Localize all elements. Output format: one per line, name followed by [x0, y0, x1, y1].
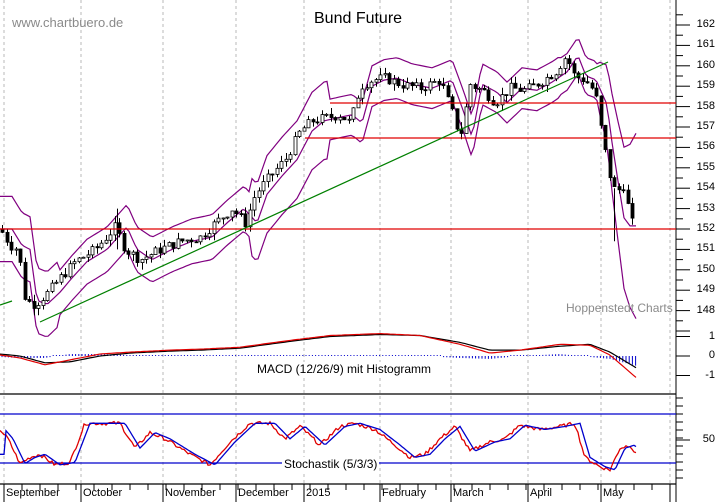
- x-tick-label: March: [453, 487, 484, 499]
- stoch-label: Stochastik (5/3/3): [282, 457, 380, 471]
- stoch-tick-label: 50: [702, 433, 715, 445]
- stoch-d-line: [0, 422, 637, 471]
- y-tick-label: 148: [696, 303, 715, 316]
- macd-histogram: [1, 354, 637, 366]
- macd-tick-label: 1: [708, 329, 715, 342]
- x-tick-label: February: [382, 487, 427, 499]
- bollinger-bands: [0, 39, 637, 337]
- y-tick-label: 153: [696, 201, 715, 214]
- candlesticks: [0, 55, 635, 316]
- y-tick-label: 152: [696, 222, 715, 234]
- x-tick-label: 2015: [306, 487, 331, 499]
- trendline-old: [0, 300, 13, 306]
- bollinger-lower: [0, 75, 637, 337]
- y-tick-label: 149: [696, 283, 715, 296]
- x-tick-label: October: [83, 487, 123, 499]
- y-tick-label: 162: [696, 18, 715, 30]
- macd-tick-label: -1: [705, 368, 715, 381]
- y-tick-label: 161: [696, 38, 715, 51]
- y-tick-label: 160: [696, 58, 715, 71]
- y-tick-label: 150: [696, 262, 715, 275]
- chart-title: Bund Future: [314, 10, 403, 27]
- x-tick-label: April: [530, 487, 553, 499]
- y-tick-label: 159: [696, 79, 715, 92]
- y-axis-ticks: [676, 14, 690, 479]
- x-tick-label: May: [603, 487, 624, 499]
- x-tick-label: December: [238, 487, 289, 499]
- uptrend-line: [39, 61, 609, 323]
- x-axis-ticks: [3, 484, 671, 502]
- watermark: www.chartbuero.de: [12, 15, 124, 30]
- y-tick-label: 157: [696, 120, 715, 132]
- y-tick-label: 155: [696, 160, 715, 173]
- credit-label: Hoppenstedt Charts: [566, 301, 673, 315]
- macd-label: MACD (12/26/9) mit Histogramm: [255, 362, 434, 376]
- y-tick-label: 151: [696, 242, 715, 255]
- y-tick-label: 158: [696, 99, 715, 112]
- macd-tick-label: 0: [708, 349, 715, 361]
- month-gridlines: [3, 0, 671, 484]
- y-tick-label: 156: [696, 140, 715, 153]
- x-tick-label: November: [165, 487, 216, 499]
- x-tick-label: September: [6, 487, 60, 499]
- bollinger-upper: [0, 39, 637, 272]
- macd-signal-line: [0, 332, 637, 378]
- y-tick-label: 154: [696, 181, 715, 194]
- bollinger-middle: [0, 57, 636, 305]
